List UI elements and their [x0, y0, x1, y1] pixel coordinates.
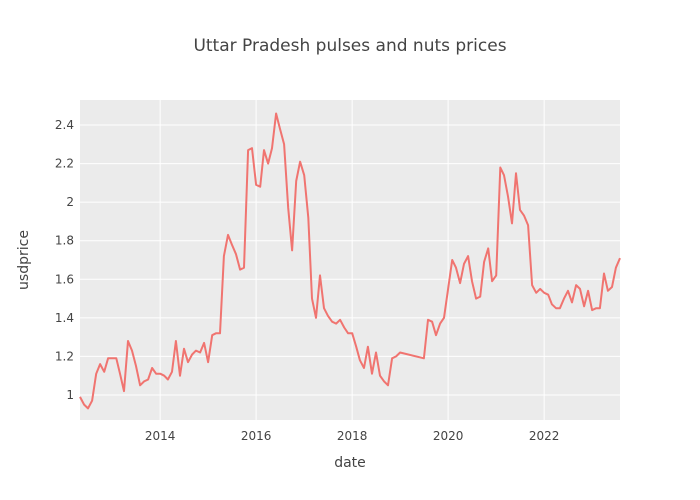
- y-tick-label: 2.2: [55, 157, 74, 171]
- x-tick-label: 2014: [145, 429, 176, 443]
- y-axis-title: usdprice: [16, 230, 32, 290]
- y-tick-label: 1.8: [55, 234, 74, 248]
- x-tick-label: 2022: [529, 429, 560, 443]
- x-axis-title: date: [334, 455, 366, 471]
- chart-title: Uttar Pradesh pulses and nuts prices: [193, 36, 506, 56]
- x-tick-label: 2020: [433, 429, 464, 443]
- series-layer: [79, 112, 621, 410]
- y-tick-label: 2.4: [55, 118, 74, 132]
- x-tick-label: 2016: [241, 429, 272, 443]
- y-tick-label: 1: [66, 388, 74, 402]
- y-tick-label: 1.6: [55, 272, 74, 286]
- y-tick-label: 2: [66, 195, 74, 209]
- y-tick-label: 1.2: [55, 349, 74, 363]
- y-tick-label: 1.4: [55, 311, 74, 325]
- x-tick-label: 2018: [337, 429, 368, 443]
- x-gridlines: [159, 100, 545, 420]
- plot-area: [80, 100, 620, 420]
- series-line: [79, 112, 621, 410]
- x-tick-labels: 2014 2016 2018 2020 2022: [145, 429, 560, 443]
- y-tick-labels: 1 1.2 1.4 1.6 1.8 2 2.2 2.4: [55, 118, 74, 402]
